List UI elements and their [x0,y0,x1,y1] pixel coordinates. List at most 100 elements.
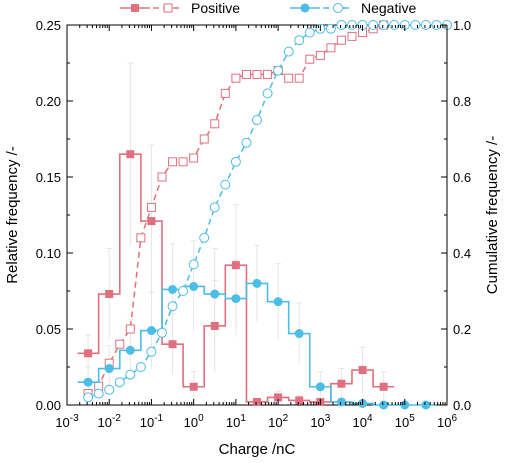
positive-cumulative-point [252,69,262,79]
y-axis-label-right: Cumulative frequency /- [484,136,501,294]
legend: Positive Negative [120,0,416,16]
y-left-tick-label: 0.05 [36,322,61,337]
y-axis-label-left: Relative frequency /- [4,146,21,284]
negative-cumulative-point [83,392,94,403]
negative-cumulative-point [294,35,305,46]
negative-relative-point [421,400,431,410]
positive-relative-point [252,397,261,406]
negative-cumulative-point [135,362,146,372]
negative-relative-point [231,294,241,304]
negative-cumulative-point [104,384,115,395]
x-axis-label: Charge /nC [219,441,296,458]
positive-relative-point [126,150,135,159]
positive-cumulative-point [263,69,273,79]
positive-cumulative-point [168,157,178,167]
y-right-tick-label: 0.6 [453,170,471,185]
negative-relative-point [146,326,156,336]
negative-cumulative-point [220,179,231,190]
legend-open-marker [163,3,173,13]
positive-cumulative-point [115,339,125,349]
positive-cumulative-point [136,233,146,243]
x-tick-label: 103 [310,413,330,430]
negative-relative-point [273,297,283,307]
positive-cumulative-point [178,157,188,167]
positive-cumulative-point [146,202,156,212]
negative-cumulative-point [431,20,442,30]
negative-relative-point [210,289,220,299]
x-tick-label: 101 [226,413,246,430]
negative-cumulative-point [178,286,189,296]
positive-cumulative-point [199,134,209,144]
negative-relative-point [168,284,178,294]
positive-relative-point [295,396,304,405]
y-right-tick-label: 0.0 [453,398,471,413]
negative-cumulative-point [251,115,262,125]
step-line-negative [77,282,437,406]
negative-cumulative-point [146,346,157,357]
negative-cumulative-point [304,27,315,38]
negative-cumulative-point [209,202,220,213]
positive-relative-point [274,393,283,402]
positive-cumulative-point [284,73,294,83]
positive-relative-point [231,261,240,270]
positive-cumulative-point [336,35,346,45]
y-left-tick-label: 0.25 [36,18,61,33]
negative-relative-point [125,345,135,355]
positive-relative-point [105,290,114,299]
positive-cumulative-point [241,69,251,79]
negative-cumulative-point [262,88,273,99]
negative-cumulative-point [199,232,210,243]
negative-cumulative-point [157,327,168,338]
negative-relative-point [336,397,346,407]
negative-cumulative-point [114,377,125,388]
x-tick-label: 10-3 [55,413,79,430]
y-left-tick-label: 0.20 [36,94,61,109]
x-tick-label: 10-1 [140,413,164,430]
positive-relative-point [147,217,156,226]
legend-label: Negative [361,0,416,16]
positive-cumulative-point [125,324,135,334]
negative-cumulative-point [325,23,336,34]
negative-cumulative-point [420,20,431,30]
negative-cumulative-point [378,20,389,30]
positive-cumulative-point [210,119,220,129]
x-tick-label: 100 [184,413,204,430]
negative-cumulative-point [93,388,104,399]
negative-cumulative-point [346,20,357,30]
x-tick-label: 104 [353,413,373,430]
x-tick-label: 102 [268,413,288,430]
negative-cumulative-point [167,301,178,312]
negative-cumulative-point [273,65,284,76]
y-right-tick-label: 0.8 [453,94,471,109]
positive-cumulative-point [231,73,241,83]
negative-relative-point [104,364,114,374]
positive-cumulative-point [189,153,199,163]
positive-relative-point [168,340,177,349]
positive-cumulative-point [326,43,336,53]
positive-relative-point [337,379,346,388]
negative-cumulative-point [283,46,294,57]
x-tick-label: 105 [395,413,415,430]
x-tick-label: 106 [437,413,457,430]
y-right-tick-label: 0.2 [453,322,471,337]
legend-filled-marker [300,3,310,13]
positive-relative-point [84,349,93,358]
negative-relative-point [189,281,199,291]
positive-relative-point [189,382,198,391]
y-left-tick-label: 0.10 [36,246,61,261]
positive-relative-point [379,382,388,391]
series-layer [77,20,452,410]
positive-cumulative-point [305,54,315,64]
legend-label: Positive [191,0,240,16]
y-left-tick-label: 0.00 [36,398,61,413]
negative-relative-point [294,329,304,339]
negative-cumulative-point [125,369,136,380]
cumulative-line-negative [87,24,447,399]
positive-cumulative-point [157,172,167,182]
y-left-tick-label: 0.15 [36,170,61,185]
legend-open-marker [333,3,343,13]
negative-cumulative-point [389,20,400,30]
negative-cumulative-point [368,20,379,30]
negative-cumulative-point [410,20,421,30]
negative-cumulative-point [241,137,252,148]
